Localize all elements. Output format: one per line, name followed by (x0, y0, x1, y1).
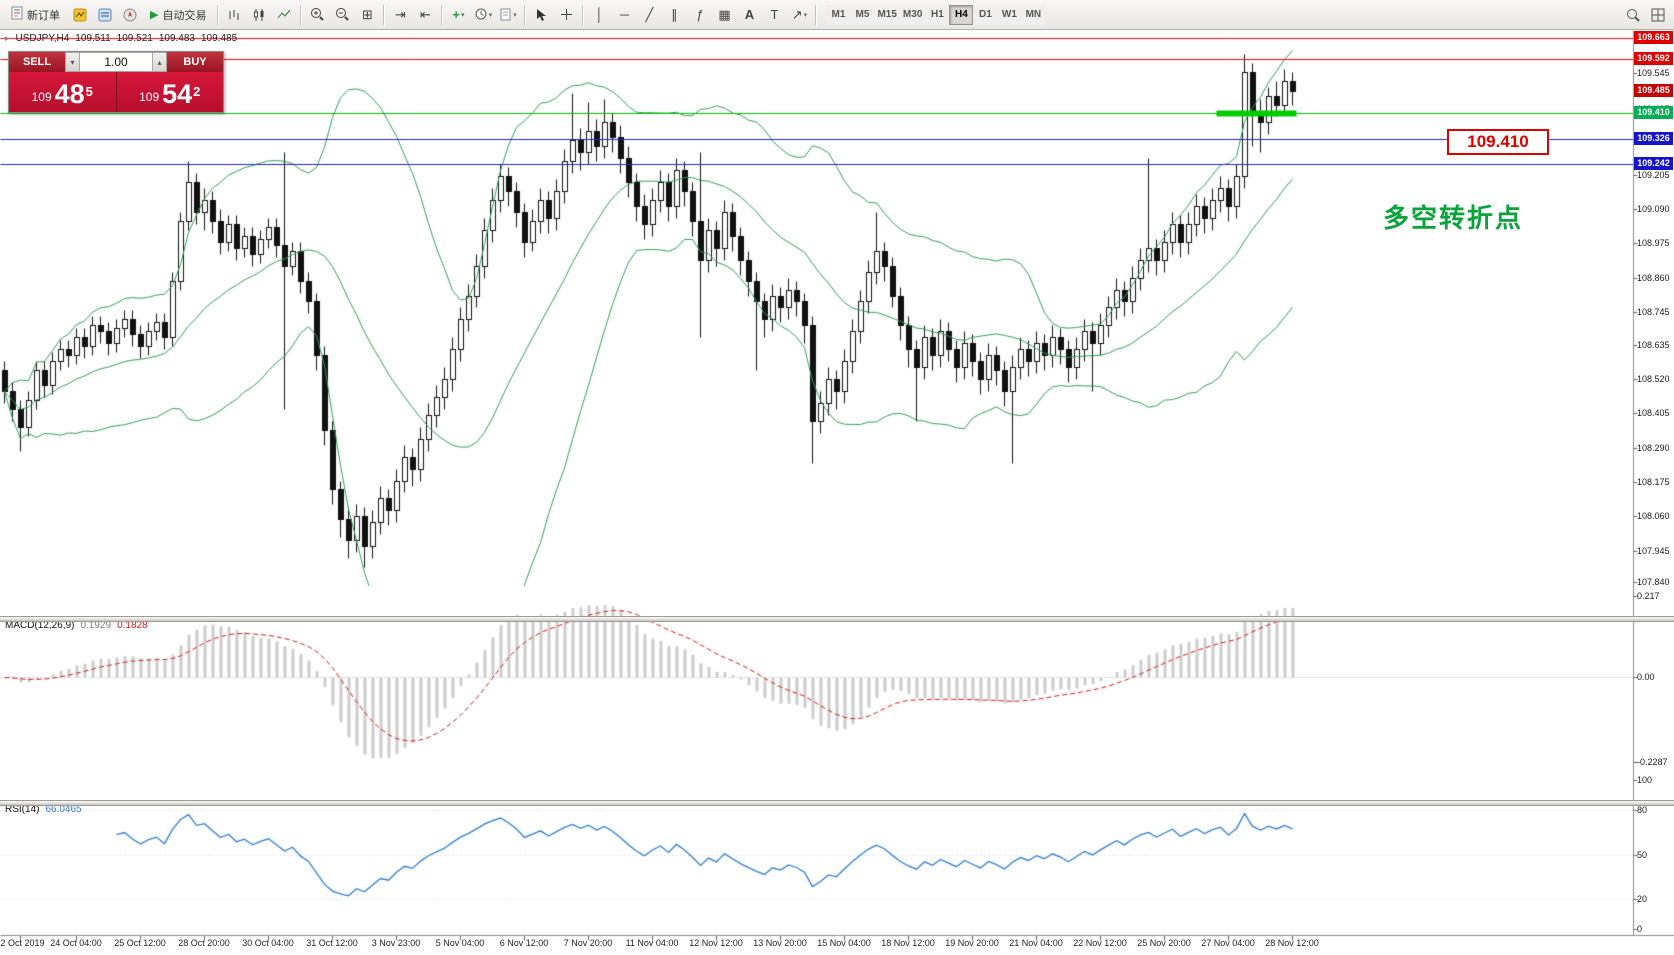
timeframe-button-m5[interactable]: M5 (850, 4, 875, 25)
timeframe-button-h4[interactable]: H4 (949, 4, 974, 25)
buy-price-prefix: 109 (139, 90, 160, 104)
turning-point-note[interactable]: 多空转折点 (1383, 203, 1524, 233)
timeframe-button-w1[interactable]: W1 (997, 4, 1022, 25)
sell-price-sup: 5 (85, 84, 93, 99)
sell-price-prefix: 109 (31, 90, 52, 104)
timeframe-group: M1 M5 M15 M30 H1 H4 D1 W1 MN (826, 4, 1046, 25)
cursor-button[interactable] (529, 3, 553, 27)
buy-price-sup: 2 (193, 84, 201, 99)
horizontal-line-button[interactable]: ─ (619, 7, 630, 22)
toolbar-separator (815, 4, 817, 25)
volume-up-button[interactable]: ▴ (152, 52, 167, 72)
arrows-button[interactable]: ↗ ▾ (791, 6, 808, 22)
navigator-icon[interactable] (118, 3, 142, 27)
crosshair-button[interactable] (554, 3, 578, 27)
sell-button[interactable]: SELL (9, 52, 65, 72)
vertical-line-button[interactable]: │ (595, 7, 604, 22)
dropdown-arrow-icon: ▾ (488, 11, 493, 19)
new-order-icon (11, 6, 23, 23)
timeframe-button-m1[interactable]: M1 (826, 4, 851, 25)
toolbar-separator (300, 4, 302, 25)
one-click-trading-panel: SELL ▾ 1.00 ▴ BUY 109 48 5 109 54 2 (8, 51, 224, 113)
tile-windows-icon[interactable]: ⊞ (362, 6, 373, 22)
quote-open: 109.511 (75, 33, 111, 44)
bar-chart-type-icon[interactable] (222, 3, 246, 27)
autotrading-icon: ▶ (150, 9, 159, 21)
search-icon[interactable] (1621, 3, 1645, 27)
fibonacci-button[interactable]: ƒ (695, 7, 704, 22)
quote-symbol: USDJPY,H4 (15, 33, 70, 44)
timeframe-button-m30[interactable]: M30 (899, 4, 926, 25)
timeframe-button-h1[interactable]: H1 (925, 4, 950, 25)
dropdown-arrow-icon: ▾ (803, 11, 808, 19)
panel-separator[interactable] (0, 616, 1674, 622)
autotrading-button[interactable]: ▶ 自动交易 (143, 3, 213, 27)
shapes-button[interactable]: ▦ (718, 6, 731, 22)
window-layout-icon[interactable] (1646, 3, 1670, 27)
indicators-button[interactable]: + ▾ (452, 7, 465, 22)
periods-button[interactable]: ▾ (471, 3, 495, 27)
new-order-button[interactable]: 新订单 (4, 3, 67, 27)
timeframe-button-m15[interactable]: M15 (874, 4, 900, 25)
quote-high: 109.521 (116, 33, 153, 44)
line-chart-type-icon[interactable] (272, 3, 296, 27)
sell-price-big: 48 (54, 79, 85, 109)
price-level-box[interactable]: 109.410 (1447, 129, 1549, 155)
auto-scroll-icon[interactable]: ⇥ (395, 6, 406, 22)
toolbar: 新订单 ▶ 自动交易 ⊞ (0, 0, 1674, 30)
trendline-button[interactable]: ╱ (645, 6, 654, 22)
toolbar-separator (582, 4, 584, 25)
zoom-out-icon[interactable] (330, 3, 354, 27)
toolbar-separator (441, 4, 443, 25)
buy-button[interactable]: BUY (167, 52, 223, 72)
volume-down-button[interactable]: ▾ (65, 52, 80, 72)
dropdown-arrow-icon: ▾ (513, 11, 517, 19)
toolbar-separator (524, 4, 526, 25)
quote-low: 109.483 (158, 33, 195, 44)
text-label-button[interactable]: T (770, 7, 779, 22)
price-chart-canvas[interactable] (0, 30, 1674, 955)
data-window-icon[interactable] (93, 3, 117, 27)
panel-separator[interactable] (0, 800, 1674, 806)
dropdown-arrow-icon: ▾ (461, 11, 465, 19)
volume-input[interactable]: 1.00 (80, 52, 152, 72)
quote-marker-icon: ▸ (5, 33, 10, 43)
buy-price-big: 54 (162, 79, 193, 109)
quote-line: ▸ USDJPY,H4 109.511 109.521 109.483 109.… (5, 33, 237, 44)
candlestick-chart-type-icon[interactable] (247, 3, 271, 27)
channel-button[interactable]: ∥ (671, 6, 678, 22)
toolbar-separator (383, 4, 385, 25)
templates-button[interactable]: ▾ (496, 3, 520, 27)
buy-price-button[interactable]: 109 54 2 (116, 72, 223, 112)
timeframe-button-mn[interactable]: MN (1021, 4, 1046, 25)
new-order-label: 新订单 (27, 9, 60, 22)
quote-close: 109.485 (200, 33, 238, 44)
zoom-in-icon[interactable] (305, 3, 329, 27)
toolbar-separator (217, 4, 219, 25)
chart-shift-icon[interactable]: ⇤ (420, 6, 431, 22)
autotrading-label: 自动交易 (162, 9, 207, 22)
timeframe-button-d1[interactable]: D1 (973, 4, 998, 25)
sell-price-button[interactable]: 109 48 5 (9, 72, 116, 112)
text-button[interactable]: A (744, 7, 755, 22)
market-watch-icon[interactable] (68, 3, 92, 27)
